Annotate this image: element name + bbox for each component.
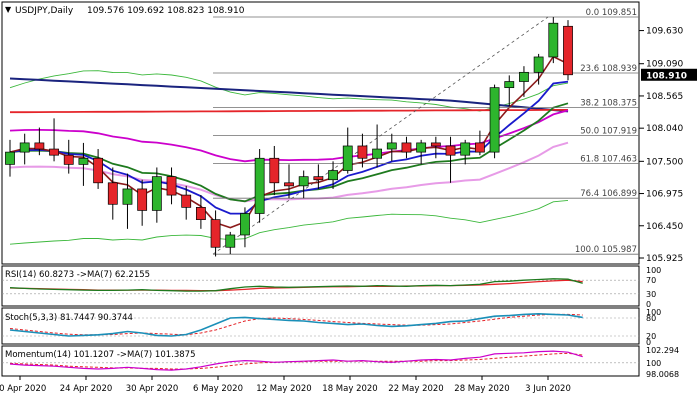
candle-body-30 <box>445 145 456 156</box>
price-tick-label-3: 108.040 <box>646 124 683 134</box>
candle-body-18 <box>269 157 280 184</box>
candle-body-14 <box>210 219 221 248</box>
candle-body-25 <box>372 148 383 159</box>
rsi-tick-1: 70 <box>646 276 656 285</box>
date-tick-label-7: 28 May 2020 <box>454 384 509 394</box>
price-tick-label-1: 109.090 <box>646 60 683 70</box>
candle-body-22 <box>328 170 338 181</box>
candle-body-36 <box>533 56 544 73</box>
candle-body-15 <box>225 234 236 248</box>
axes-group: 109.630 109.090 108.565 108.040 107.500 106.9… <box>0 27 697 394</box>
candle-body-2 <box>34 142 45 150</box>
price-tick-label-6: 106.450 <box>646 222 683 232</box>
momentum-line <box>9 350 583 371</box>
ma-navy-line <box>9 77 569 113</box>
date-tick-label-1: 24 Apr 2020 <box>60 384 113 394</box>
candle-body-3 <box>49 148 59 156</box>
candle-body-10 <box>151 176 162 211</box>
stoch-label: Stoch(5,3,3) 81.7447 90.3744 <box>5 313 133 323</box>
fib-label-2: 38.2 108.375 <box>580 99 637 109</box>
candle-body-4 <box>63 154 74 165</box>
ohlc-label: 109.576 109.692 108.823 108.910 <box>87 6 245 16</box>
momentum-label: Momentum(14) 101.1207 ->MA(7) 101.3875 <box>5 350 195 360</box>
date-tick-label-2: 30 Apr 2020 <box>126 384 179 394</box>
stoch-tick-2: 20 <box>646 332 656 341</box>
fib-label-0: 0.0 109.851 <box>586 8 637 18</box>
candle-body-32 <box>474 142 485 153</box>
stoch-k-line <box>9 312 583 337</box>
fib-trend-line <box>212 16 549 255</box>
candle-body-34 <box>504 81 515 89</box>
candle-body-38 <box>563 25 573 76</box>
candle-body-27 <box>401 142 412 153</box>
date-tick-label-6: 22 May 2020 <box>388 384 443 394</box>
date-tick-label-0: 20 Apr 2020 <box>0 384 46 394</box>
price-tick-label-7: 105.925 <box>646 254 683 264</box>
candle-body-12 <box>181 194 192 208</box>
momentum-tick-2: 98.0068 <box>646 370 679 379</box>
candles-group <box>5 17 573 257</box>
date-tick-label-4: 12 May 2020 <box>256 384 311 394</box>
momentum-series-group: 102.294 100 98.0068 <box>2 346 679 379</box>
candle-body-21 <box>313 176 324 181</box>
momentum-tick-0: 102.294 <box>646 346 679 355</box>
candle-body-20 <box>298 176 309 187</box>
fib-label-6: 100.0 105.987 <box>575 245 637 255</box>
fib-label-3: 50.0 107.919 <box>580 127 637 137</box>
stoch-tick-1: 80 <box>646 314 656 323</box>
current-price-box <box>641 68 697 81</box>
price-tick-label-4: 107.500 <box>646 157 683 167</box>
candle-body-29 <box>430 142 441 147</box>
price-tick-label-5: 106.975 <box>646 190 683 200</box>
date-tick-label-8: 3 Jun 2020 <box>525 384 571 394</box>
date-tick-label-5: 18 May 2020 <box>322 384 377 394</box>
price-tick-label-2: 108.565 <box>646 92 683 102</box>
candle-body-26 <box>386 142 397 150</box>
candle-body-9 <box>137 188 148 211</box>
main-price-panel[interactable] <box>1 1 640 265</box>
candle-body-31 <box>460 142 471 156</box>
ma-red-line <box>10 109 568 114</box>
symbol-label: USDJPY,Daily <box>15 6 74 16</box>
candle-body-1 <box>19 142 30 153</box>
candle-body-35 <box>519 71 529 82</box>
candle-body-33 <box>489 87 500 153</box>
candle-body-28 <box>416 142 427 153</box>
candle-body-17 <box>254 157 265 214</box>
candle-body-19 <box>284 182 294 187</box>
header-arrow-icon: ▼ <box>5 5 12 14</box>
stoch-tick-0: 100 <box>646 308 661 317</box>
candle-body-13 <box>195 207 206 220</box>
candle-body-6 <box>93 157 104 184</box>
stoch-tick-3: 0 <box>646 338 651 347</box>
rsi-tick-0: 100 <box>646 266 661 275</box>
rsi-label: RSI(14) 60.8273 ->MA(7) 62.2155 <box>5 270 150 280</box>
fib-label-4: 61.8 107.463 <box>580 155 637 165</box>
candle-body-23 <box>342 145 353 171</box>
candle-body-11 <box>166 176 177 196</box>
fib-label-5: 76.4 106.899 <box>580 189 637 199</box>
candle-body-7 <box>107 182 118 205</box>
rsi-tick-3: 0 <box>646 300 651 309</box>
current-price-label: 108.910 <box>646 71 687 81</box>
bollinger-lower-line <box>9 199 569 245</box>
candle-body-0 <box>5 151 15 165</box>
date-tick-label-3: 6 May 2020 <box>193 384 243 394</box>
fibonacci-group: 0.0 109.851 23.6 108.939 38.2 108.375 50.0 … <box>212 8 639 255</box>
rsi-tick-2: 30 <box>646 290 656 299</box>
rsi-line <box>9 278 583 292</box>
candle-body-16 <box>240 213 250 236</box>
momentum-tick-1: 100 <box>646 359 661 368</box>
candle-body-5 <box>78 157 89 165</box>
candle-body-37 <box>548 22 559 58</box>
price-tick-label-0: 109.630 <box>646 27 683 37</box>
fib-label-1: 23.6 108.939 <box>580 64 637 74</box>
candle-body-24 <box>357 145 368 159</box>
candle-body-8 <box>122 188 133 205</box>
